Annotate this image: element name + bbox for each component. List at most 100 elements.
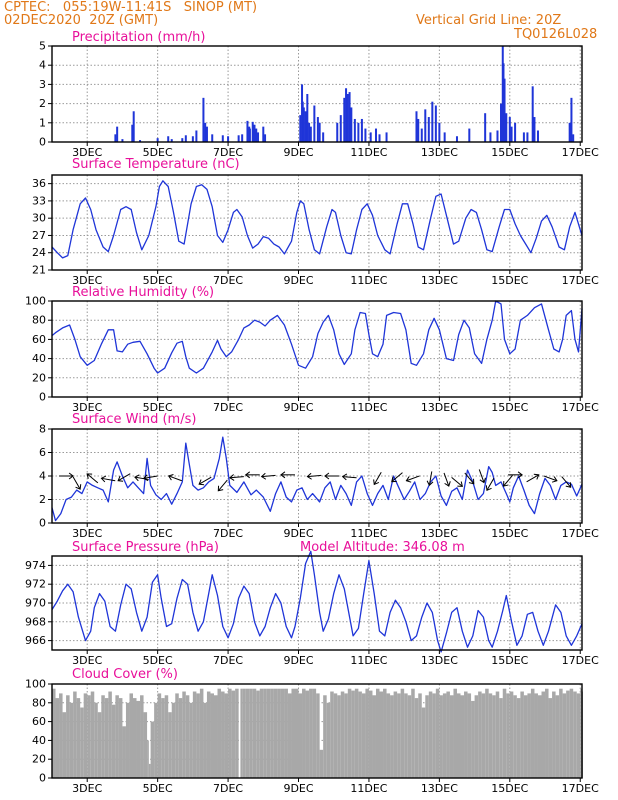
y-tick-label: 6 <box>39 446 46 459</box>
model-altitude: Model Altitude: 346.08 m <box>300 540 465 555</box>
precip-bar <box>374 128 377 142</box>
cloud-bar <box>108 691 112 778</box>
cloud-bar <box>573 691 577 778</box>
x-tick-label: 15DEC <box>491 401 528 414</box>
cloud-bar <box>312 688 317 778</box>
x-tick-label: 3DEC <box>72 401 102 414</box>
cloud-bar <box>168 712 172 778</box>
header-grid-note: Vertical Grid Line: 20Z <box>416 13 562 28</box>
cloud-bar <box>421 707 426 778</box>
precip-bar <box>484 113 487 142</box>
x-tick-label: 7DEC <box>213 782 243 795</box>
cloud-bar <box>111 704 116 778</box>
precip-bar <box>114 134 117 142</box>
cloud-bar <box>467 693 472 778</box>
cloud-bar <box>383 688 387 778</box>
precip-bar <box>170 139 173 142</box>
y-tick-label: 20 <box>32 753 46 766</box>
cloud-bar <box>90 691 95 778</box>
x-tick-label: 15DEC <box>491 274 528 287</box>
precip-bar <box>357 122 360 142</box>
cloud-bar <box>460 695 465 778</box>
cloud-bar <box>221 691 225 778</box>
x-tick-label: 11DEC <box>350 654 387 667</box>
precip-bar <box>531 86 534 142</box>
cloud-bar <box>316 693 320 778</box>
wind-arrow <box>405 475 420 483</box>
cloud-bar <box>273 688 278 778</box>
x-tick-label: 15DEC <box>491 782 528 795</box>
header-datetime: 02DEC2020 20Z (GMT) <box>4 13 159 28</box>
cloud-bar <box>203 702 207 778</box>
cloud-bar <box>449 695 454 778</box>
precip-bar <box>503 78 506 142</box>
x-tick-label: 9DEC <box>283 782 313 795</box>
cloud-bar <box>228 688 232 778</box>
cloud-bar <box>481 693 486 778</box>
cloud-bar <box>59 693 63 778</box>
cloud-bar <box>143 712 148 778</box>
wind-arrow <box>198 476 212 486</box>
cloud-bar <box>407 695 412 778</box>
cloud-bar <box>520 691 524 778</box>
y-tick-label: 0 <box>39 391 46 404</box>
y-tick-label: 100 <box>25 678 46 691</box>
y-tick-label: 80 <box>32 696 46 709</box>
precip-bar <box>191 136 194 142</box>
precip-bar <box>468 128 471 142</box>
x-tick-label: 5DEC <box>143 782 173 795</box>
cloud-bar <box>217 688 222 778</box>
wind-arrow <box>142 474 158 482</box>
cloud-bar <box>347 688 352 778</box>
precip-bar <box>536 130 539 142</box>
cloud-bar <box>80 707 84 778</box>
x-tick-label: 13DEC <box>421 782 458 795</box>
cloud-bar <box>442 693 447 778</box>
panel-3: 0 2 4 6 8 3DEC 5DEC 7DEC 9DEC 11DEC 13DEC 15DEC 17DE… <box>39 412 599 540</box>
series-line <box>51 300 583 374</box>
panel-title: Cloud Cover (%) <box>72 667 178 682</box>
cloud-bar <box>509 691 514 778</box>
precip-bar <box>322 132 325 142</box>
cloud-bar <box>291 688 295 778</box>
precip-bar <box>348 92 351 142</box>
cloud-bar <box>530 688 535 778</box>
cloud-bar <box>488 693 493 778</box>
precip-bar <box>241 134 244 142</box>
y-tick-label: 80 <box>32 314 46 327</box>
precip-bar <box>568 122 571 142</box>
cloud-bar <box>118 698 123 778</box>
wind-arrow <box>117 473 131 482</box>
wind-arrow <box>426 471 434 487</box>
x-tick-label: 11DEC <box>350 401 387 414</box>
precip-bar <box>306 94 309 142</box>
cloud-bar <box>62 712 67 778</box>
cloud-bar <box>294 688 299 778</box>
wind-arrow <box>451 476 463 487</box>
wind-arrow <box>134 474 149 482</box>
wind-arrow <box>72 476 82 490</box>
precip-bar <box>116 126 119 142</box>
precip-bar <box>264 134 267 142</box>
plot-frame <box>51 300 583 398</box>
y-tick-label: 60 <box>32 715 46 728</box>
cloud-bar <box>390 695 394 778</box>
y-tick-label: 968 <box>25 615 46 628</box>
cloud-bar <box>104 698 109 778</box>
cloud-bar <box>249 688 253 778</box>
y-tick-label: 2 <box>39 97 46 110</box>
precip-bar <box>304 111 307 142</box>
precip-bar <box>572 134 575 142</box>
cloud-bar <box>171 702 176 778</box>
y-tick-label: 0 <box>39 136 46 149</box>
panel-4: 966 968 970 972 974 3DEC 5DEC 7DEC 9DEC 11DEC 13DE… <box>25 540 599 667</box>
panel-1: 21 24 27 30 33 36 3DEC 5DEC 7DEC 9DEC 11DEC 13DEC 15… <box>32 157 599 287</box>
series-line <box>51 436 583 522</box>
wind-arrow <box>503 475 513 487</box>
series-line <box>51 550 583 653</box>
precip-bar <box>309 126 312 142</box>
precip-bar <box>299 115 302 142</box>
wind-arrow <box>59 472 74 480</box>
y-tick-label: 20 <box>32 371 46 384</box>
